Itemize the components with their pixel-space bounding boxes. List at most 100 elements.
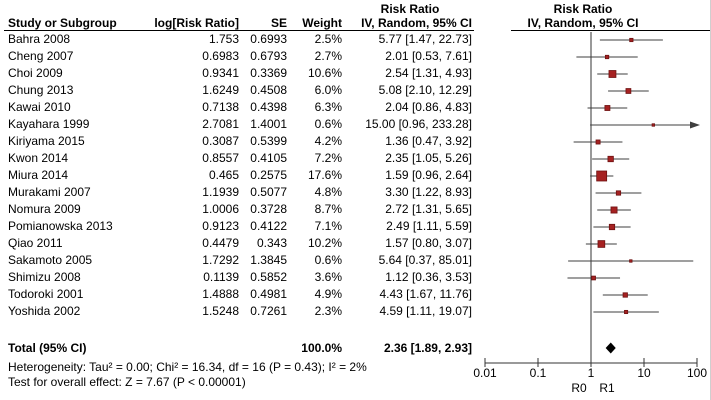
study-se: 0.3369 [250,66,287,80]
effect-marker [629,37,634,43]
study-ci: 2.54 [1.31, 4.93] [385,66,472,80]
study-weight: 7.2% [314,151,342,165]
axis-tick-label: 1 [587,366,595,380]
study-log-rr: 0.9123 [202,219,239,233]
header-underline-right [511,30,710,31]
study-name: Kiriyama 2015 [8,134,85,148]
study-se: 0.4508 [250,83,287,97]
study-name: Chung 2013 [8,83,74,97]
axis-tick-label: 0.01 [473,366,497,380]
study-weight: 8.7% [314,202,342,216]
effect-marker [604,105,611,111]
study-se: 0.5077 [250,185,287,199]
study-name: Choi 2009 [8,66,63,80]
study-log-rr: 1.1939 [202,185,239,199]
study-name: Kawai 2010 [8,100,71,114]
axis-tick-label: 100 [686,366,708,380]
study-ci: 4.59 [1.11, 19.07] [379,304,472,318]
study-ci: 15.00 [0.96, 233.28] [365,117,472,131]
study-weight: 3.6% [314,270,342,284]
study-log-rr: 0.4479 [202,236,239,250]
study-weight: 4.8% [314,185,342,199]
study-name: Todoroki 2001 [8,287,84,301]
study-se: 0.6793 [250,49,287,63]
study-log-rr: 0.465 [208,168,239,182]
study-ci: 2.49 [1.11, 5.59] [386,219,472,233]
effect-marker [595,139,601,145]
study-weight: 0.6% [314,253,342,267]
study-name: Murakami 2007 [8,185,91,199]
effect-marker [608,223,616,231]
study-log-rr: 1.7292 [202,253,239,267]
study-name: Pomianowska 2013 [8,219,113,233]
effect-marker [615,190,622,196]
study-ci: 2.04 [0.86, 4.83] [385,100,472,114]
effect-marker [622,292,628,298]
axis-tick-label: 0.1 [529,366,547,380]
study-se: 0.4122 [250,219,287,233]
study-se: 0.4105 [250,151,287,165]
total-weight: 100.0% [301,341,342,355]
overall-effect-text: Test for overall effect: Z = 7.67 (P < 0… [8,375,246,389]
study-ci: 3.30 [1.22, 8.93] [385,185,472,199]
study-se: 0.5852 [250,270,287,284]
study-name: Nomura 2009 [8,202,81,216]
study-log-rr: 0.6983 [202,49,239,63]
study-ci: 1.36 [0.47, 3.92] [385,134,472,148]
effect-marker [629,259,633,263]
study-weight: 4.2% [314,134,342,148]
study-name: Kayahara 1999 [8,117,90,131]
study-weight: 2.3% [314,304,342,318]
study-name: Bahra 2008 [8,32,71,46]
study-name: Yoshida 2002 [8,304,81,318]
study-weight: 0.6% [314,117,342,131]
study-name: Miura 2014 [8,168,69,182]
study-weight: 6.3% [314,100,342,114]
study-log-rr: 1.753 [208,32,239,46]
study-name: Kwon 2014 [8,151,69,165]
study-ci: 2.01 [0.53, 7.61] [385,49,472,63]
header-underline-left [4,30,474,31]
effect-marker [625,88,632,94]
effect-marker [597,240,606,248]
axis-label-right: R1 [599,381,615,395]
column-header-study: Study or Subgroup [8,16,117,30]
study-log-rr: 1.5248 [202,304,239,318]
effect-marker [651,123,655,127]
study-se: 0.3728 [250,202,287,216]
study-se: 0.6993 [250,32,287,46]
study-weight: 17.6% [307,168,342,182]
study-se: 0.4981 [250,287,287,301]
study-log-rr: 1.6249 [202,83,239,97]
study-weight: 10.2% [307,236,342,250]
study-ci: 4.43 [1.67, 11.76] [379,287,472,301]
study-name: Sakamoto 2005 [8,253,93,267]
study-log-rr: 0.1139 [203,270,239,284]
column-header-plot-model: IV, Random, 95% CI [527,16,639,30]
effect-marker [591,275,596,281]
study-ci: 1.59 [0.96, 2.64] [385,168,472,182]
effect-marker [596,170,608,182]
study-se: 0.343 [256,236,287,250]
effect-marker [608,70,617,78]
total-diamond [605,342,616,354]
column-header-effect-title: Risk Ratio [380,2,440,16]
study-name: Shimizu 2008 [8,270,81,284]
column-header-log-rr: log[Risk Ratio] [154,16,239,30]
effect-marker [604,54,610,60]
study-ci: 2.72 [1.31, 5.65] [385,202,472,216]
study-name: Cheng 2007 [8,49,74,63]
study-weight: 4.9% [314,287,342,301]
study-weight: 10.6% [307,66,342,80]
study-log-rr: 0.3087 [202,134,239,148]
study-log-rr: 2.7081 [202,117,239,131]
axis-label-left: R0 [571,381,587,395]
effect-marker [607,155,614,163]
study-ci: 5.64 [0.37, 85.01] [378,253,472,267]
total-ci: 2.36 [1.89, 2.93] [383,341,472,355]
study-se: 0.4398 [250,100,287,114]
study-name: Qiao 2011 [8,236,63,250]
study-log-rr: 0.8557 [202,151,239,165]
column-header-se: SE [270,16,287,30]
